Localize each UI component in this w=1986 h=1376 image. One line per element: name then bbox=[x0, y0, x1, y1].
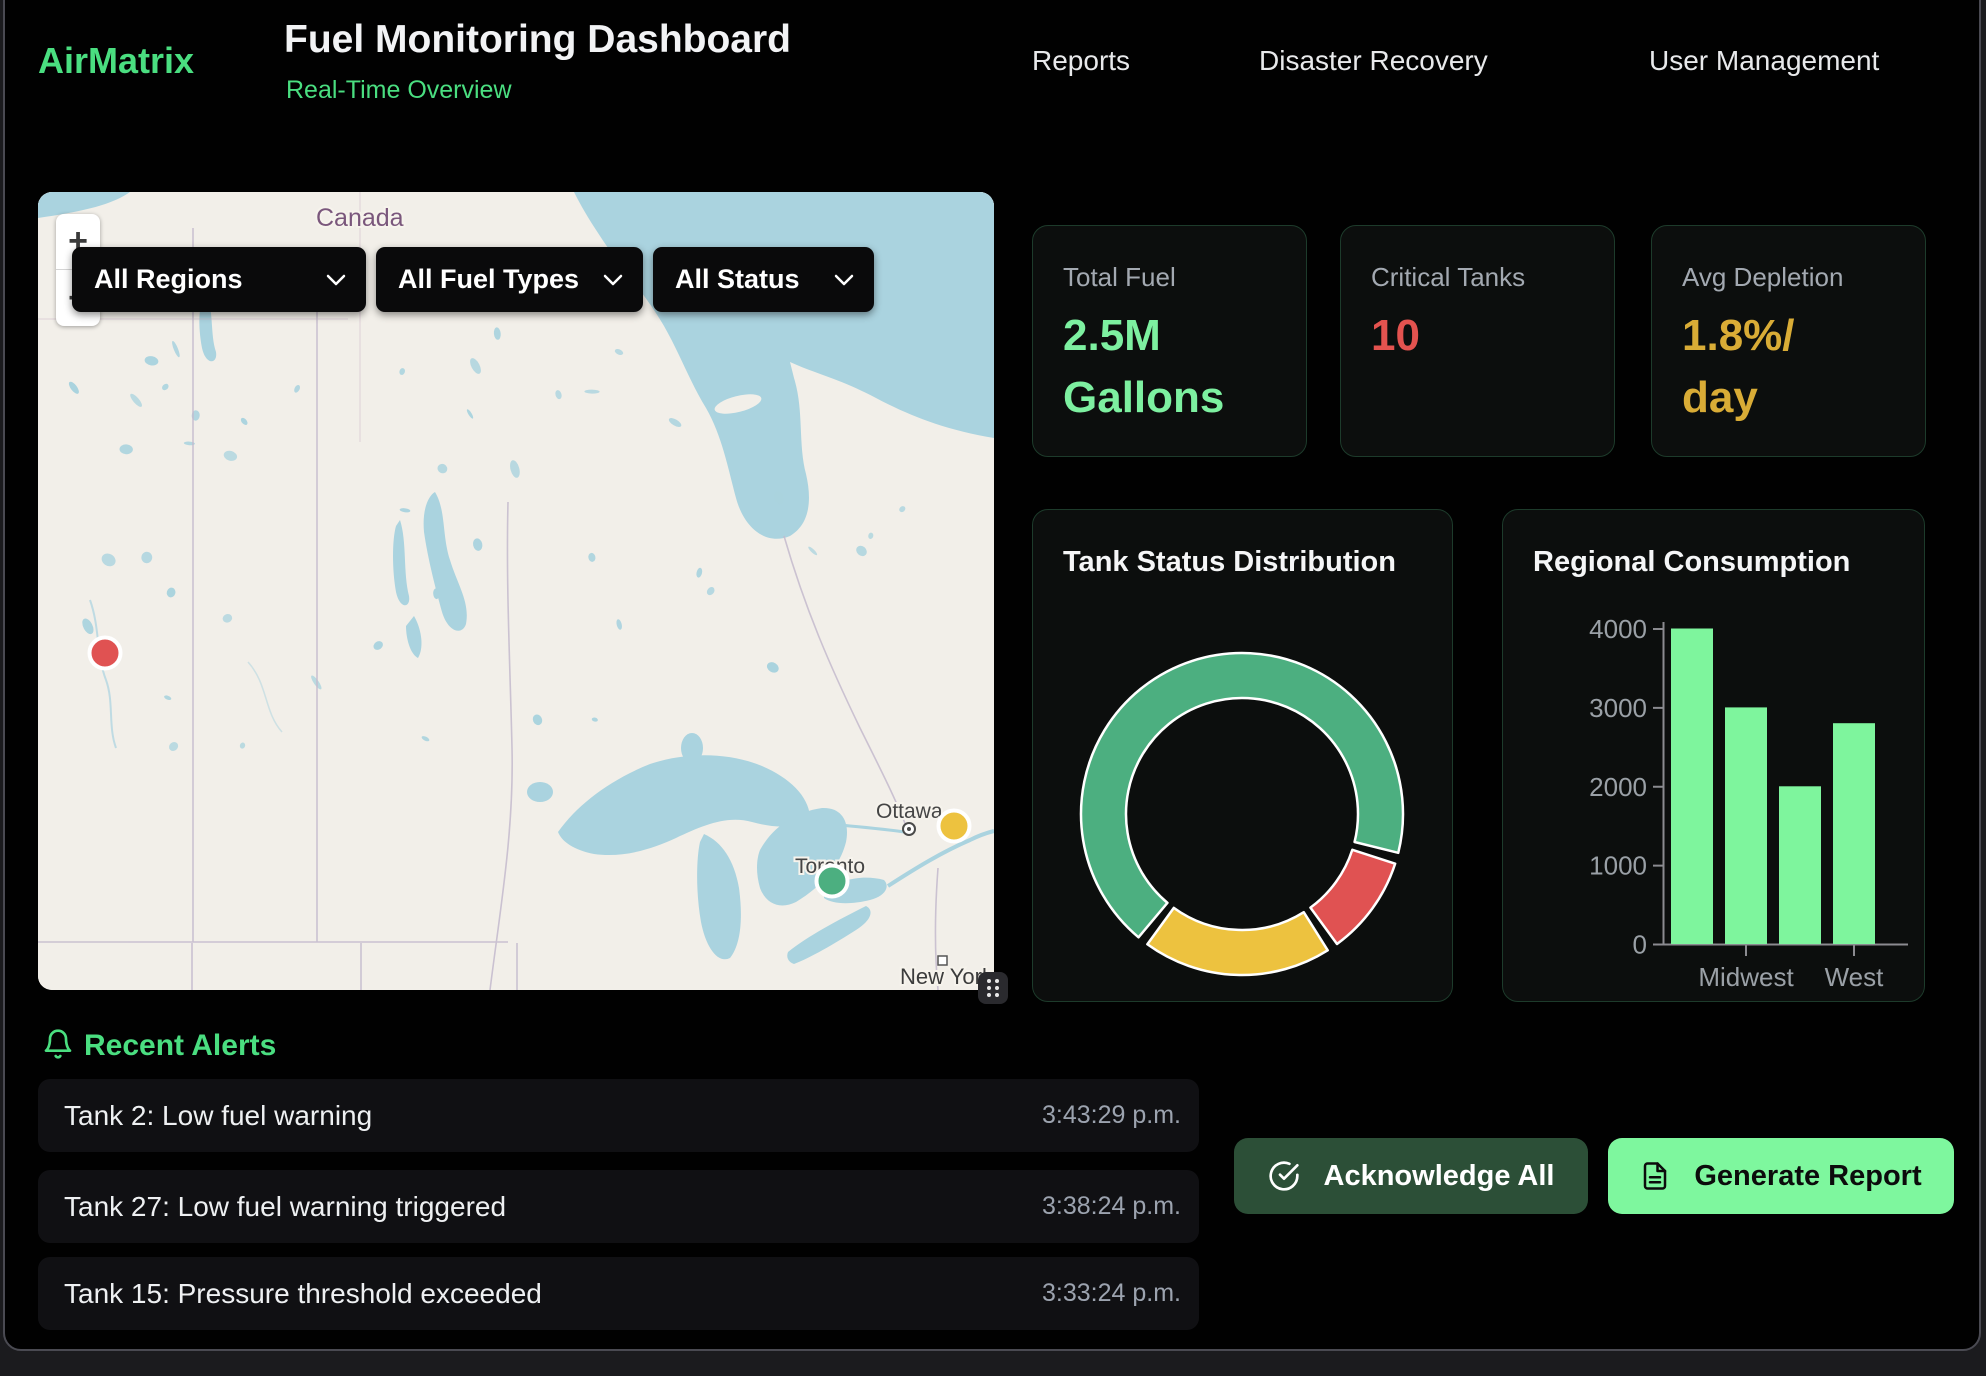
country-label: Canada bbox=[316, 204, 404, 232]
x-tick-label: Midwest bbox=[1698, 962, 1794, 992]
stat-card-avg-depletion: Avg Depletion 1.8%/ day bbox=[1651, 225, 1926, 457]
alert-row[interactable]: Tank 15: Pressure threshold exceeded 3:3… bbox=[38, 1257, 1199, 1330]
alert-row[interactable]: Tank 27: Low fuel warning triggered 3:38… bbox=[38, 1170, 1199, 1243]
region-filter-value: All Regions bbox=[94, 264, 243, 295]
ottawa-town-dot bbox=[907, 827, 911, 831]
generate-report-button[interactable]: Generate Report bbox=[1608, 1138, 1954, 1214]
chart-title: Tank Status Distribution bbox=[1063, 546, 1396, 579]
stat-card-critical-tanks: Critical Tanks 10 bbox=[1340, 225, 1615, 457]
y-tick-label: 4000 bbox=[1589, 614, 1647, 644]
donut-segment-critical bbox=[1310, 850, 1395, 944]
grip-dots-icon bbox=[985, 977, 1001, 999]
y-tick-label: 3000 bbox=[1589, 693, 1647, 723]
chevron-down-icon bbox=[834, 274, 854, 286]
tank-status-donut-chart bbox=[1033, 510, 1454, 1003]
alert-text: Tank 2: Low fuel warning bbox=[64, 1100, 372, 1132]
brand-logo[interactable]: AirMatrix bbox=[38, 40, 194, 82]
alert-time: 3:33:24 p.m. bbox=[1042, 1279, 1181, 1308]
nav-user-management[interactable]: User Management bbox=[1649, 45, 1879, 77]
bar-midwest bbox=[1725, 707, 1767, 944]
donut-segment-warning bbox=[1147, 908, 1327, 975]
nav-disaster-recovery[interactable]: Disaster Recovery bbox=[1259, 45, 1488, 77]
alert-text: Tank 15: Pressure threshold exceeded bbox=[64, 1278, 542, 1310]
stat-value-critical-tanks: 10 bbox=[1371, 305, 1584, 367]
stat-value-line: day bbox=[1682, 367, 1895, 429]
generate-report-label: Generate Report bbox=[1694, 1160, 1921, 1193]
stat-value-avg-depletion: 1.8%/ day bbox=[1682, 305, 1895, 430]
status-filter-select[interactable]: All Status bbox=[653, 247, 874, 312]
x-tick-label: West bbox=[1825, 962, 1885, 992]
acknowledge-all-label: Acknowledge All bbox=[1324, 1160, 1555, 1193]
regional-consumption-chart-card: Regional Consumption 0 1000 2000 3000 4000 Mi… bbox=[1502, 509, 1925, 1002]
map-resize-handle[interactable] bbox=[978, 972, 1008, 1004]
acknowledge-all-button[interactable]: Acknowledge All bbox=[1234, 1138, 1588, 1214]
alert-time: 3:43:29 p.m. bbox=[1042, 1101, 1181, 1130]
y-tick-label: 0 bbox=[1633, 930, 1647, 960]
stat-value-total-fuel: 2.5M Gallons bbox=[1063, 305, 1276, 430]
lake-of-the-woods bbox=[527, 782, 553, 802]
stat-value-line: 10 bbox=[1371, 305, 1584, 367]
bar-region-3 bbox=[1779, 786, 1821, 944]
tank-marker-critical[interactable] bbox=[90, 638, 121, 669]
bar-region-1 bbox=[1671, 629, 1713, 945]
tank-marker-normal[interactable] bbox=[817, 866, 848, 897]
bell-icon bbox=[42, 1028, 74, 1065]
fuel-type-filter-value: All Fuel Types bbox=[398, 264, 579, 295]
chevron-down-icon bbox=[326, 274, 346, 286]
fuel-type-filter-select[interactable]: All Fuel Types bbox=[376, 247, 643, 312]
stat-card-total-fuel: Total Fuel 2.5M Gallons bbox=[1032, 225, 1307, 457]
chevron-down-icon bbox=[603, 274, 623, 286]
stat-label: Critical Tanks bbox=[1371, 262, 1584, 293]
alert-row[interactable]: Tank 2: Low fuel warning 3:43:29 p.m. bbox=[38, 1079, 1199, 1152]
stat-value-line: 1.8%/ bbox=[1682, 305, 1895, 367]
tank-marker-warning[interactable] bbox=[939, 811, 970, 842]
check-circle-icon bbox=[1268, 1160, 1300, 1192]
map-filters: All Regions All Fuel Types All Status bbox=[72, 247, 874, 312]
alert-text: Tank 27: Low fuel warning triggered bbox=[64, 1191, 506, 1223]
page-title: Fuel Monitoring Dashboard bbox=[284, 18, 791, 62]
stat-value-line: Gallons bbox=[1063, 367, 1276, 429]
status-filter-value: All Status bbox=[675, 264, 800, 295]
alert-time: 3:38:24 p.m. bbox=[1042, 1192, 1181, 1221]
stat-value-line: 2.5M bbox=[1063, 305, 1276, 367]
region-filter-select[interactable]: All Regions bbox=[72, 247, 366, 312]
regional-consumption-bar-chart: 0 1000 2000 3000 4000 Midwest West bbox=[1503, 510, 1926, 1003]
bar-west bbox=[1833, 723, 1875, 944]
ottawa-label: Ottawa bbox=[876, 800, 943, 823]
chart-title: Regional Consumption bbox=[1533, 546, 1850, 579]
alerts-section-title: Recent Alerts bbox=[84, 1029, 276, 1063]
y-tick-label: 2000 bbox=[1589, 772, 1647, 802]
stat-label: Avg Depletion bbox=[1682, 262, 1895, 293]
page-subtitle: Real-Time Overview bbox=[286, 76, 512, 105]
tank-status-chart-card: Tank Status Distribution bbox=[1032, 509, 1453, 1002]
y-tick-label: 1000 bbox=[1589, 851, 1647, 881]
nav-reports[interactable]: Reports bbox=[1032, 45, 1130, 77]
stat-label: Total Fuel bbox=[1063, 262, 1276, 293]
report-document-icon bbox=[1640, 1161, 1670, 1191]
